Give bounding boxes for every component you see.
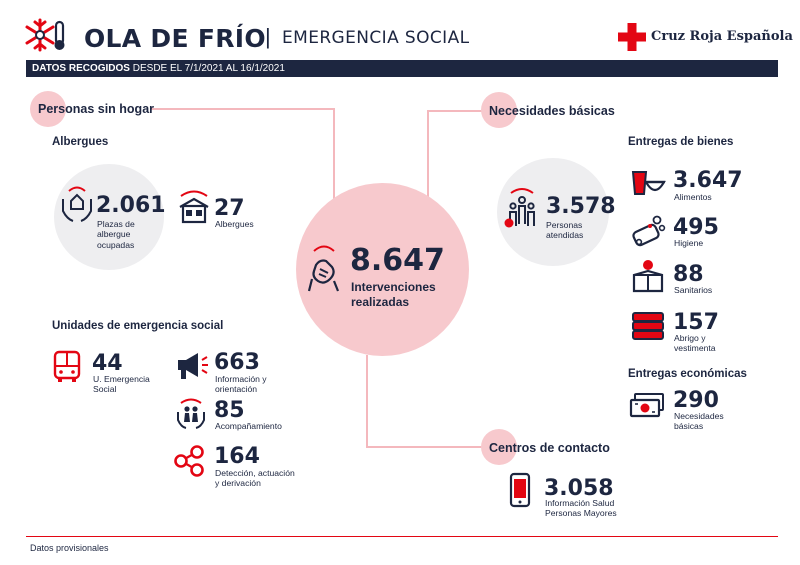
banknote-icon	[629, 392, 665, 420]
brand-name: Cruz Roja Española	[651, 29, 793, 44]
info-label-line-2: orientación	[215, 384, 258, 395]
clothing-label-line-1: Abrigo y	[674, 333, 706, 343]
megaphone-icon	[174, 350, 210, 382]
title-separator: |	[265, 24, 271, 49]
beds-label: Plazas de albergue ocupadas	[97, 219, 135, 250]
interventions-circle	[296, 183, 469, 356]
contact-label: Información Salud Personas Mayores	[545, 498, 617, 519]
food-value: 3.647	[673, 168, 743, 193]
interventions-value: 8.647	[350, 243, 445, 278]
red-cross-icon	[618, 23, 646, 51]
sanitary-value: 88	[673, 262, 704, 287]
group-people-icon	[503, 186, 541, 230]
info-label: Información y orientación	[215, 374, 267, 395]
units-heading: Unidades de emergencia social	[52, 320, 224, 332]
footer-divider	[26, 536, 778, 537]
connector-line	[366, 446, 490, 448]
section-title-homeless: Personas sin hogar	[38, 102, 155, 116]
section-marker	[30, 91, 66, 127]
sanitary-label: Sanitarios	[674, 285, 713, 295]
connector-line	[366, 355, 368, 448]
soap-bubbles-icon	[630, 214, 666, 248]
hands-house-icon	[60, 185, 94, 225]
economic-label-line-2: básicas	[674, 421, 704, 432]
contact-value: 3.058	[544, 476, 614, 501]
section-title-contact-centers: Centros de contacto	[489, 441, 610, 455]
economic-heading: Entregas económicas	[628, 368, 747, 380]
page-title: OLA DE FRÍO	[84, 24, 266, 53]
hygiene-value: 495	[673, 215, 719, 240]
section-title-basic-needs: Necesidades básicas	[489, 104, 615, 118]
interventions-label: Intervenciones realizadas	[351, 280, 436, 310]
economic-label-line-1: Necesidades	[674, 411, 724, 421]
interventions-label-line-1: Intervenciones	[351, 280, 436, 294]
cup-bowl-icon	[630, 168, 666, 198]
date-range-value: DESDE EL 7/1/2021 AL 16/1/2021	[132, 63, 285, 74]
phone-icon	[508, 472, 532, 508]
food-label: Alimentos	[674, 192, 712, 202]
detection-label-line-2: y derivación	[215, 478, 261, 489]
bus-icon	[52, 350, 82, 384]
beds-label-line-1: Plazas de	[97, 219, 135, 229]
section-marker	[481, 92, 517, 128]
beds-label-line-3: ocupadas	[97, 239, 135, 250]
units-label-line-1: U. Emergencia	[93, 374, 150, 384]
info-value: 663	[214, 350, 260, 375]
beds-label-line-2: albergue	[97, 229, 131, 240]
beds-circle	[54, 164, 164, 270]
hygiene-label: Higiene	[674, 238, 704, 248]
folded-clothes-icon	[630, 310, 666, 342]
people-attended-label-line-1: Personas	[546, 220, 583, 230]
accompaniment-value: 85	[214, 398, 245, 423]
contact-label-line-1: Información Salud	[545, 498, 615, 508]
units-label-line-2: Social	[93, 384, 117, 395]
shelters-heading: Albergues	[52, 136, 109, 148]
people-attended-value: 3.578	[546, 194, 616, 219]
units-value: 44	[92, 351, 123, 376]
connector-line	[333, 108, 335, 204]
units-label: U. Emergencia Social	[93, 374, 150, 395]
detection-label-line-1: Detección, actuación	[215, 468, 295, 478]
handshake-icon	[306, 243, 342, 297]
clothing-label: Abrigo y vestimenta	[674, 333, 716, 354]
shelters-value: 27	[214, 196, 245, 221]
page-subtitle: EMERGENCIA SOCIAL	[282, 28, 470, 48]
people-attended-label-line-2: atendidas	[546, 230, 584, 241]
info-label-line-1: Información y	[215, 374, 267, 384]
people-hands-icon	[175, 398, 207, 430]
section-marker	[481, 429, 517, 465]
contact-label-line-2: Personas Mayores	[545, 508, 617, 519]
share-nodes-icon	[172, 444, 206, 478]
connector-line	[428, 110, 488, 112]
clothing-value: 157	[673, 310, 719, 335]
clothing-label-line-2: vestimenta	[674, 343, 716, 354]
interventions-label-line-2: realizadas	[351, 295, 410, 309]
connector-line	[427, 110, 429, 208]
date-range-label: DATOS RECOGIDOS	[32, 63, 130, 74]
people-attended-label: Personas atendidas	[546, 220, 583, 241]
connector-line	[150, 108, 334, 110]
date-range-bar: DATOS RECOGIDOS DESDE EL 7/1/2021 AL 16/…	[26, 60, 778, 77]
shelters-label: Albergues	[215, 219, 254, 229]
economic-value: 290	[673, 388, 719, 413]
detection-value: 164	[214, 444, 260, 469]
footer-note: Datos provisionales	[30, 543, 109, 553]
goods-heading: Entregas de bienes	[628, 136, 734, 148]
economic-label: Necesidades básicas	[674, 411, 724, 432]
snowflake-thermometer-icon	[25, 18, 70, 52]
beds-value: 2.061	[96, 193, 166, 218]
accompaniment-label: Acompañamiento	[215, 421, 282, 431]
house-icon	[176, 189, 212, 225]
box-person-icon	[630, 259, 666, 295]
detection-label: Detección, actuación y derivación	[215, 468, 295, 489]
